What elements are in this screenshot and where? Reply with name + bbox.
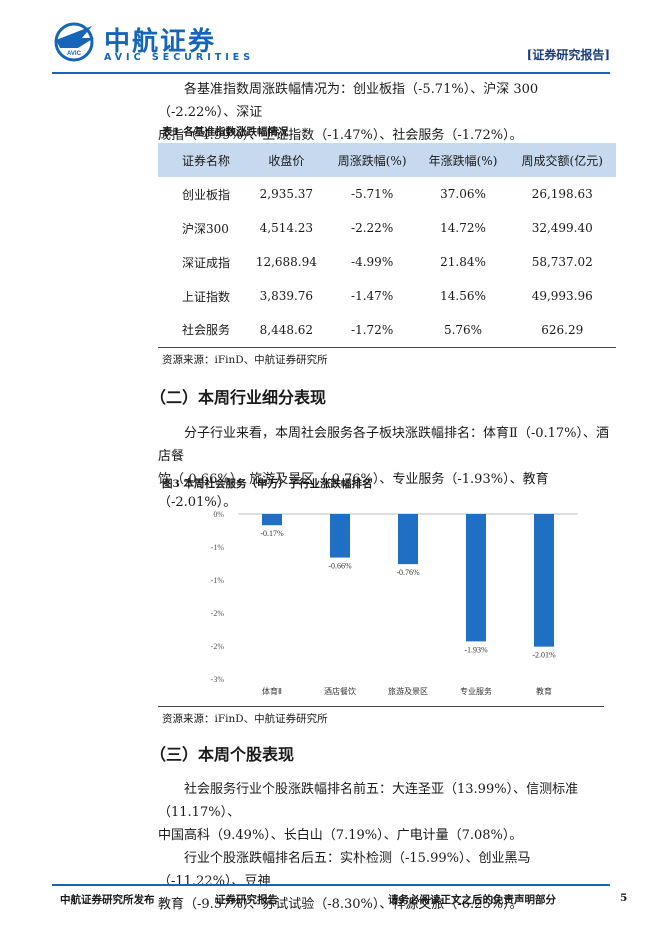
table-caption: 表1 各基准指数涨跌幅情况 bbox=[162, 126, 289, 138]
x-category-label: 酒店餐饮 bbox=[324, 686, 356, 696]
section-title-industry: （二）本周行业细分表现 bbox=[150, 388, 327, 407]
stocks-paragraph: 社会服务行业个股涨跌幅排名前五：大连圣亚（13.99%）、信测标准（11.17%… bbox=[158, 778, 616, 916]
x-category-label: 体育Ⅱ bbox=[262, 686, 282, 696]
table-cell: 深证成指 bbox=[182, 255, 231, 270]
table-row: 沪深300 4,514.23 -2.22% 14.72% 32,499.40 bbox=[158, 211, 616, 245]
table-cell: 49,993.96 bbox=[531, 289, 593, 303]
bar-1 bbox=[330, 514, 350, 558]
stocks-line-2: 中国高科（9.49%）、长白山（7.19%）、广电计量（7.08%）。 bbox=[158, 828, 523, 843]
table-source-note: 资源来源：iFinD、中航证券研究所 bbox=[162, 354, 328, 366]
header-cell: 证券名称 bbox=[158, 143, 246, 177]
header-cell: 周成交额(亿元) bbox=[508, 143, 616, 177]
bar-data-label: -0.66% bbox=[328, 562, 352, 571]
footer-publisher: 中航证券研究所发布 bbox=[60, 894, 155, 906]
bar-0 bbox=[262, 514, 282, 526]
avic-logo-icon: AVIC bbox=[54, 22, 94, 62]
page-header: AVIC 中航证券 AVIC SECURITIES [证券研究报告] bbox=[0, 0, 662, 76]
table-cell: 626.29 bbox=[508, 313, 616, 348]
table-cell: -1.47% bbox=[351, 289, 394, 303]
intro-line-1: 各基准指数周涨跌幅情况为：创业板指（-5.71%）、沪深 300（-2.22%）… bbox=[158, 82, 539, 120]
industry-paragraph: 分子行业来看，本周社会服务各子板块涨跌幅排名：体育Ⅱ（-0.17%）、酒店餐 饮… bbox=[158, 422, 616, 514]
table-row: 深证成指 12,688.94 -4.99% 21.84% 58,737.02 bbox=[158, 245, 616, 279]
y-tick-label: -2% bbox=[211, 609, 225, 618]
table-cell: 21.84% bbox=[440, 255, 486, 269]
figure-caption: 图3 本周社会服务（申万）子行业涨跌幅排名 bbox=[162, 478, 373, 490]
header-cell: 收盘价 bbox=[246, 143, 327, 177]
header-cell: 年涨跌幅(%) bbox=[417, 143, 509, 177]
y-tick-label: -1% bbox=[211, 543, 225, 552]
table-cell: 社会服务 bbox=[158, 313, 246, 348]
footer-disclaimer: 请务必阅读正文之后的免责声明部分 bbox=[388, 894, 556, 906]
table-cell: 58,737.02 bbox=[531, 255, 593, 269]
table-cell: 上证指数 bbox=[182, 289, 231, 304]
y-tick-label: -3% bbox=[211, 675, 225, 684]
table-row: 创业板指 2,935.37 -5.71% 37.06% 26,198.63 bbox=[158, 177, 616, 211]
table-cell: -1.72% bbox=[326, 313, 418, 348]
index-performance-table: 证券名称 收盘价 周涨跌幅(%) 年涨跌幅(%) 周成交额(亿元) 创业板指 2… bbox=[158, 143, 616, 348]
x-category-label: 教育 bbox=[536, 686, 552, 696]
page-footer: 中航证券研究所发布 证券研究报告 请务必阅读正文之后的免责声明部分 5 bbox=[0, 884, 662, 914]
bar-data-label: -2.01% bbox=[532, 651, 556, 660]
table-cell: 沪深300 bbox=[182, 221, 229, 236]
table-cell: 14.56% bbox=[440, 289, 486, 303]
bar-4 bbox=[534, 514, 554, 647]
table-cell: -5.71% bbox=[351, 187, 394, 201]
subindustry-bar-chart: 0% -1% -1% -2% -2% -3% -0.17% 体育Ⅱ -0.66% 酒店餐饮 -0.7… bbox=[211, 510, 578, 696]
report-tag: [证券研究报告] bbox=[526, 48, 610, 62]
table-cell: -2.22% bbox=[351, 221, 394, 235]
industry-line-2: 饮（-0.66%）、旅游及景区（-0.76%）、专业服务（-1.93%）、教育（… bbox=[158, 472, 549, 510]
table-cell: 12,688.94 bbox=[255, 255, 317, 269]
logo-text: AVIC bbox=[67, 51, 82, 57]
header-cell: 周涨跌幅(%) bbox=[326, 143, 418, 177]
chart-frame: 0% -1% -1% -2% -2% -3% -0.17% 体育Ⅱ -0.66% 酒店餐饮 -0.7… bbox=[158, 497, 604, 707]
footer-divider bbox=[52, 884, 610, 886]
bar-2 bbox=[398, 514, 418, 565]
x-category-label: 专业服务 bbox=[460, 686, 492, 696]
table-cell: 26,198.63 bbox=[531, 187, 593, 201]
table-row: 社会服务 8,448.62 -1.72% 5.76% 626.29 bbox=[158, 313, 616, 348]
x-category-label: 旅游及景区 bbox=[388, 686, 428, 696]
bar-data-label: -0.76% bbox=[396, 568, 420, 577]
table-cell: 2,935.37 bbox=[259, 187, 314, 201]
stocks-line-4: 教育（-9.57%）、苏试试验（-8.30%）、祥源文旅（-6.25%）。 bbox=[158, 897, 523, 912]
bar-data-label: -1.93% bbox=[464, 645, 488, 654]
intro-line-2: 成指（-4.99%）、上证指数（-1.47%）、社会服务（-1.72%）。 bbox=[158, 128, 523, 143]
section-title-stocks: （三）本周个股表现 bbox=[150, 745, 295, 764]
bar-data-label: -0.17% bbox=[260, 529, 284, 538]
table-cell: 3,839.76 bbox=[259, 289, 314, 303]
table-cell: 5.76% bbox=[417, 313, 509, 348]
brand-name-cn: 中航证券 bbox=[104, 27, 217, 57]
intro-paragraph: 各基准指数周涨跌幅情况为：创业板指（-5.71%）、沪深 300（-2.22%）… bbox=[158, 78, 616, 147]
table-cell: 4,514.23 bbox=[259, 221, 314, 235]
table-cell: -4.99% bbox=[351, 255, 394, 269]
footer-doc-type: 证券研究报告 bbox=[215, 894, 278, 906]
table-cell: 32,499.40 bbox=[531, 221, 593, 235]
table-cell: 创业板指 bbox=[182, 187, 231, 202]
y-tick-label: -1% bbox=[211, 576, 225, 585]
figure-source-note: 资源来源：iFinD、中航证券研究所 bbox=[162, 713, 328, 725]
y-tick-label: 0% bbox=[213, 510, 224, 519]
header-divider bbox=[52, 72, 610, 74]
table-header-row: 证券名称 收盘价 周涨跌幅(%) 年涨跌幅(%) 周成交额(亿元) bbox=[158, 143, 616, 177]
industry-line-1: 分子行业来看，本周社会服务各子板块涨跌幅排名：体育Ⅱ（-0.17%）、酒店餐 bbox=[158, 426, 610, 464]
table-row: 上证指数 3,839.76 -1.47% 14.56% 49,993.96 bbox=[158, 279, 616, 313]
table-cell: 8,448.62 bbox=[246, 313, 327, 348]
brand-name-en: AVIC SECURITIES bbox=[104, 52, 255, 63]
page-number: 5 bbox=[620, 892, 628, 904]
stocks-line-1: 社会服务行业个股涨跌幅排名前五：大连圣亚（13.99%）、信测标准（11.17%… bbox=[158, 782, 579, 820]
bar-3 bbox=[466, 514, 486, 642]
table-cell: 37.06% bbox=[440, 187, 486, 201]
table-cell: 14.72% bbox=[440, 221, 486, 235]
y-tick-label: -2% bbox=[211, 642, 225, 651]
